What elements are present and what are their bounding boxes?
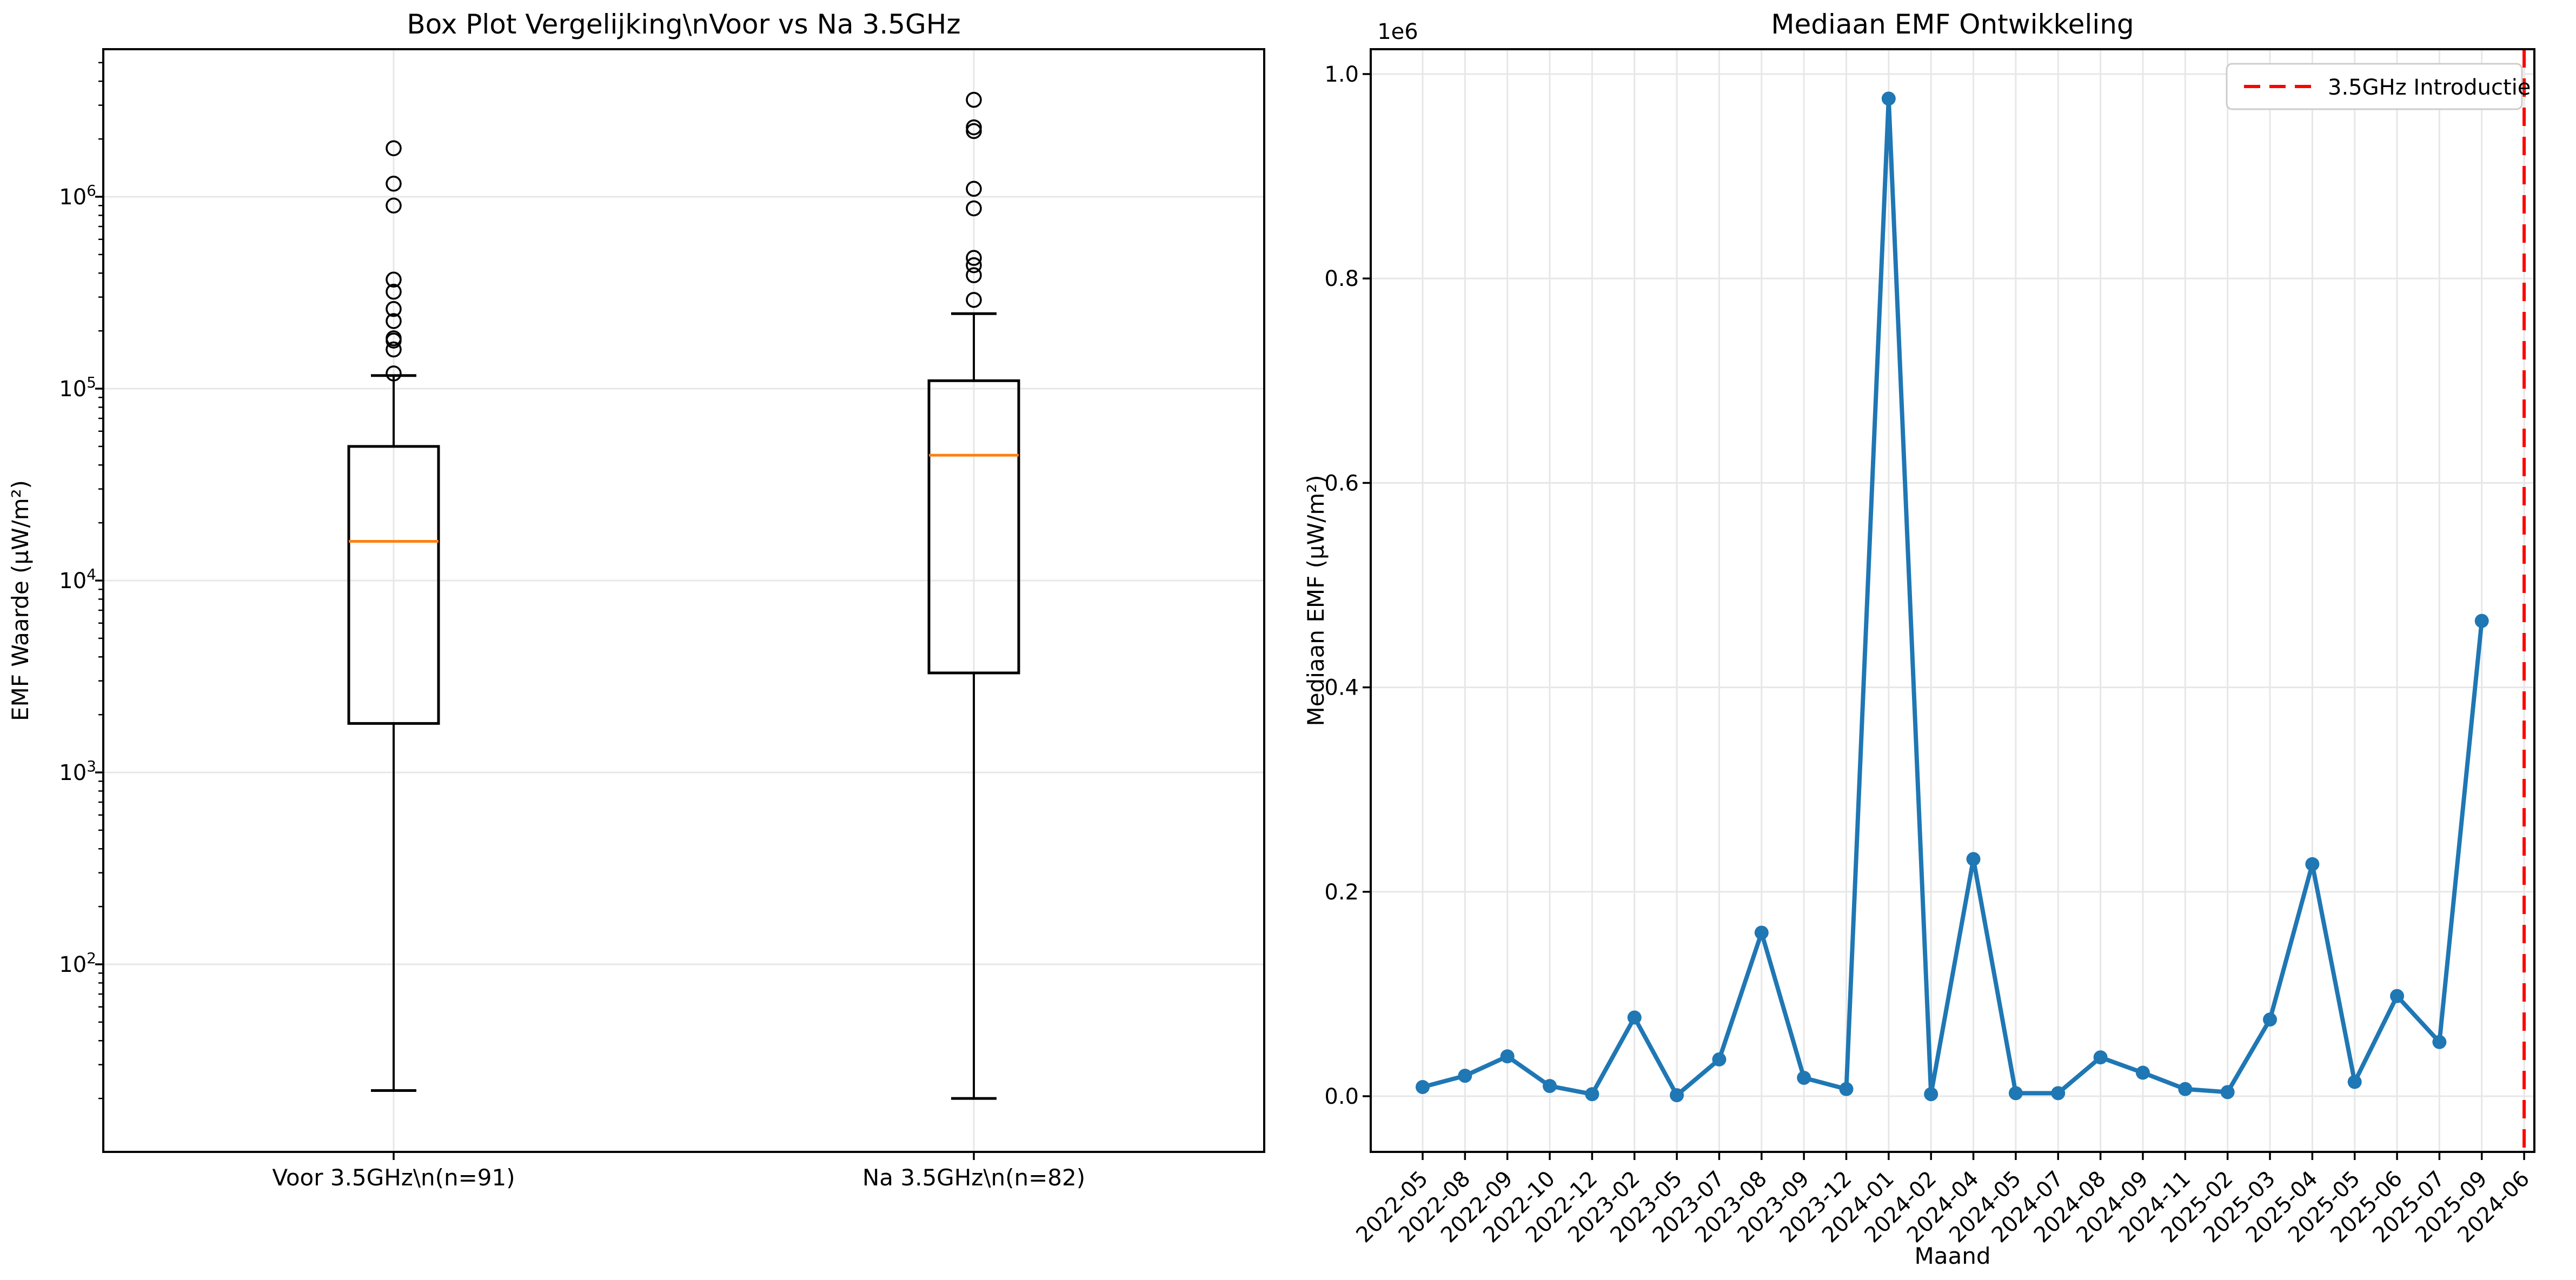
- axes-frame: [1370, 48, 2535, 1153]
- left-ylabel: EMF Waarde (µW/m²): [7, 480, 34, 721]
- data-point: [1797, 1070, 1811, 1085]
- data-point: [2135, 1065, 2150, 1080]
- left-plot-axes: 106 105 104 103 102 Voor 3.5GHz\n(n=91) Na 3.5…: [7, 9, 1265, 1191]
- data-point: [2093, 1050, 2108, 1065]
- outlier-point: [386, 283, 402, 300]
- y-tick-label: 0.4: [1324, 676, 1359, 701]
- outlier-point: [386, 271, 402, 288]
- legend-box: [2226, 63, 2523, 110]
- right-xlabel: Maand: [1915, 1243, 1991, 1269]
- outlier-point: [386, 365, 402, 382]
- y-tick-label: 105: [59, 374, 96, 402]
- y-tick-label: 1.0: [1324, 62, 1359, 87]
- box: [927, 379, 1020, 675]
- left-boxplot: [347, 91, 1020, 1100]
- outlier-point: [966, 267, 982, 283]
- data-point: [2474, 614, 2489, 628]
- left-title: Box Plot Vergelijking\nVoor vs Na 3.5GHz: [407, 9, 960, 40]
- x-tick-label: Na 3.5GHz\n(n=82): [862, 1164, 1085, 1191]
- outlier-point: [966, 91, 982, 108]
- data-point: [1458, 1069, 1472, 1083]
- right-ylabel: Mediaan EMF (µW/m²): [1303, 475, 1329, 726]
- data-point: [2432, 1035, 2447, 1049]
- data-point: [1585, 1087, 1599, 1102]
- data-point: [1670, 1088, 1684, 1103]
- x-tick-label: Voor 3.5GHz\n(n=91): [272, 1164, 515, 1191]
- axes-frame: [102, 48, 1265, 1153]
- legend: 3.5GHz Introductie: [2226, 63, 2531, 110]
- y-tick-label: 104: [59, 565, 96, 594]
- outlier-point: [386, 140, 402, 156]
- data-point: [1966, 852, 1981, 866]
- data-point: [1543, 1079, 1557, 1094]
- y-tick-label: 103: [59, 757, 96, 785]
- y-tick-label: 106: [59, 182, 96, 210]
- data-point: [1712, 1052, 1727, 1066]
- outlier-point: [966, 250, 982, 266]
- legend-label: 3.5GHz Introductie: [2328, 75, 2531, 100]
- outlier-point: [966, 200, 982, 217]
- data-point: [1627, 1010, 1642, 1025]
- data-point: [2305, 857, 2320, 871]
- y-tick-label: 102: [59, 949, 96, 977]
- right-line-chart: [1416, 49, 2526, 1152]
- y-tick-label: 0.2: [1324, 880, 1359, 905]
- outlier-point: [966, 292, 982, 308]
- data-point: [2263, 1012, 2277, 1027]
- outlier-point: [386, 301, 402, 317]
- y-tick-label: 0.8: [1324, 266, 1359, 291]
- outlier-point: [966, 181, 982, 197]
- box: [347, 445, 440, 725]
- y-tick-label: 0.6: [1324, 471, 1359, 496]
- outlier-point: [386, 330, 402, 346]
- data-point: [1881, 91, 1896, 106]
- y-tick-label: 0.0: [1324, 1084, 1359, 1109]
- data-point: [2220, 1085, 2235, 1099]
- data-point: [1839, 1082, 1854, 1096]
- outlier-point: [966, 257, 982, 274]
- data-point: [2051, 1086, 2066, 1101]
- left-plot-grid: [103, 49, 1264, 1152]
- outlier-point: [386, 313, 402, 329]
- data-point: [1416, 1079, 1430, 1094]
- data-point: [2390, 989, 2405, 1003]
- y-axis-offset-text: 1e6: [1377, 19, 1418, 44]
- data-point: [2008, 1086, 2023, 1101]
- outlier-point: [386, 341, 402, 358]
- data-point: [1754, 925, 1769, 940]
- data-point: [2347, 1075, 2362, 1089]
- median-emf-line: [1420, 96, 2484, 1098]
- right-title: Mediaan EMF Ontwikkeling: [1771, 9, 2134, 40]
- outlier-point: [386, 197, 402, 214]
- outlier-point: [386, 176, 402, 192]
- outlier-point: [966, 119, 982, 136]
- data-point: [1500, 1049, 1515, 1064]
- data-point: [1924, 1087, 1938, 1102]
- data-point: [2178, 1082, 2193, 1096]
